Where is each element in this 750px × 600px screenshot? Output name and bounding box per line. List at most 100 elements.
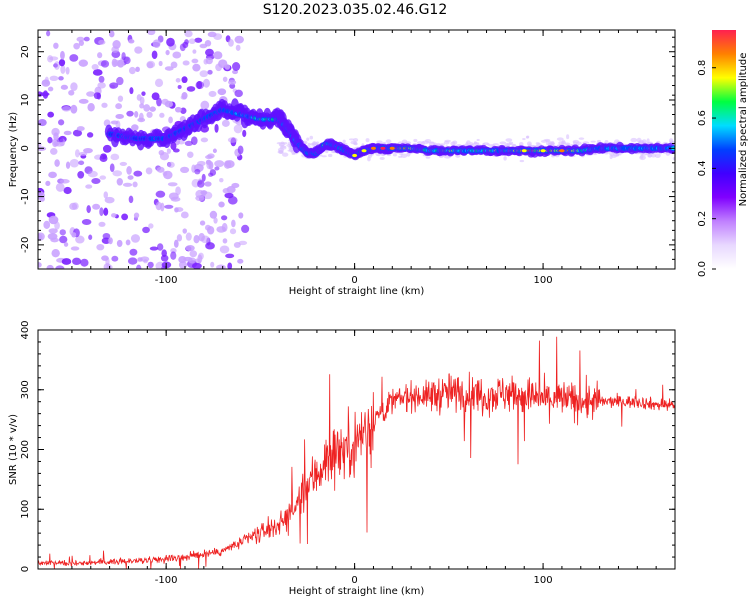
- heatmap-noise-cell: [128, 195, 134, 204]
- heatmap-halo-cell: [280, 141, 285, 144]
- heatmap-noise-cell: [222, 238, 228, 244]
- heatmap-noise-cell: [97, 52, 103, 59]
- heatmap-noise-cell: [235, 44, 241, 51]
- heatmap-halo-cell: [473, 142, 480, 145]
- spectrogram-y-tick-label: 20: [20, 45, 31, 58]
- heatmap-noise-cell: [49, 75, 59, 81]
- heatmap-noise-cell: [126, 110, 134, 117]
- heatmap-noise-cell: [87, 103, 95, 112]
- spectrogram-y-tick-label: 10: [20, 94, 31, 107]
- heatmap-noise-cell: [53, 42, 59, 49]
- heatmap-noise-cell: [116, 76, 124, 86]
- snr-y-axis-label: SNR (10 * v/v): [8, 414, 19, 485]
- heatmap-noise-cell: [181, 92, 188, 100]
- heatmap-halo-cell: [519, 159, 525, 163]
- heatmap-noise-cell: [149, 246, 159, 251]
- heatmap-noise-cell: [146, 111, 153, 118]
- heatmap-noise-cell: [174, 106, 182, 113]
- spectrogram-y-tick-label: 0: [20, 145, 31, 151]
- heatmap-noise-cell: [167, 161, 175, 168]
- heatmap-halo-cell: [309, 135, 314, 140]
- heatmap-halo-cell: [444, 139, 452, 143]
- heatmap-noise-cell: [76, 126, 85, 132]
- heatmap-peak-cell: [370, 146, 376, 150]
- heatmap-noise-cell: [207, 153, 215, 159]
- heatmap-noise-cell: [231, 219, 236, 228]
- heatmap-noise-cell: [125, 239, 131, 246]
- heatmap-noise-cell: [208, 90, 217, 98]
- heatmap-noise-cell: [46, 264, 54, 269]
- heatmap-halo-cell: [522, 138, 526, 141]
- spectrogram-x-tick-label: 0: [351, 275, 357, 286]
- heatmap-noise-cell: [38, 233, 43, 241]
- heatmap-halo-cell: [503, 156, 507, 161]
- heatmap-noise-cell: [186, 86, 196, 92]
- heatmap-halo-cell: [499, 141, 507, 145]
- heatmap-noise-cell: [162, 171, 168, 177]
- heatmap-noise-cell: [86, 91, 96, 97]
- heatmap-noise-cell: [234, 89, 243, 98]
- heatmap-noise-cell: [181, 76, 188, 84]
- heatmap-noise-cell: [70, 246, 80, 251]
- heatmap-noise-cell: [184, 39, 189, 45]
- heatmap-noise-cell: [184, 140, 193, 147]
- heatmap-halo-cell: [646, 138, 650, 144]
- spectrogram-x-axis-label: Height of straight line (km): [289, 286, 425, 297]
- heatmap-noise-cell: [161, 265, 167, 269]
- heatmap-halo-cell: [321, 155, 327, 158]
- heatmap-halo-cell: [492, 143, 499, 146]
- heatmap-noise-cell: [58, 76, 64, 81]
- heatmap-noise-cell: [47, 136, 53, 144]
- heatmap-noise-cell: [205, 242, 215, 250]
- heatmap-noise-cell: [210, 261, 215, 268]
- heatmap-noise-cell: [167, 182, 178, 187]
- heatmap-halo-cell: [392, 153, 397, 157]
- heatmap-noise-cell: [199, 70, 209, 78]
- heatmap-noise-cell: [146, 61, 154, 69]
- heatmap-noise-cell: [136, 94, 142, 101]
- heatmap-noise-cell: [238, 212, 244, 219]
- heatmap-halo-cell: [672, 156, 675, 161]
- heatmap-noise-cell: [195, 189, 205, 199]
- colorbar-tick-label: 0.0: [697, 261, 708, 277]
- heatmap-noise-cell: [45, 180, 51, 186]
- heatmap-noise-cell: [86, 132, 94, 138]
- heatmap-halo-cell: [307, 142, 311, 146]
- heatmap-noise-cell: [71, 232, 77, 238]
- heatmap-noise-cell: [104, 196, 115, 204]
- heatmap-noise-cell: [221, 215, 228, 221]
- heatmap-noise-cell: [164, 204, 174, 209]
- heatmap-halo-cell: [508, 141, 514, 146]
- heatmap-noise-cell: [103, 191, 109, 199]
- heatmap-noise-cell: [232, 62, 241, 71]
- heatmap-noise-cell: [78, 59, 88, 67]
- heatmap-noise-cell: [238, 240, 248, 246]
- heatmap-halo-cell: [277, 147, 285, 153]
- heatmap-halo-cell: [421, 140, 425, 146]
- heatmap-noise-cell: [188, 38, 196, 45]
- heatmap-noise-cell: [131, 124, 139, 131]
- snr-y-tick-label: 400: [20, 320, 31, 339]
- heatmap-noise-cell: [208, 172, 214, 177]
- heatmap-noise-cell: [102, 232, 111, 240]
- heatmap-noise-cell: [69, 158, 79, 168]
- heatmap-noise-cell: [224, 192, 234, 199]
- heatmap-halo-cell: [376, 140, 383, 144]
- heatmap-noise-cell: [192, 49, 197, 54]
- heatmap-noise-cell: [214, 160, 225, 168]
- heatmap-noise-cell: [132, 181, 138, 188]
- heatmap-noise-cell: [75, 235, 85, 244]
- heatmap-noise-cell: [47, 86, 54, 92]
- heatmap-noise-cell: [229, 228, 237, 235]
- heatmap-noise-cell: [58, 119, 65, 126]
- heatmap-noise-cell: [63, 186, 72, 195]
- heatmap-halo-cell: [327, 153, 333, 158]
- heatmap-noise-cell: [65, 161, 71, 169]
- heatmap-noise-cell: [78, 151, 88, 156]
- heatmap-noise-cell: [173, 239, 179, 248]
- spectrogram-y-axis-label: Frequency (Hz): [8, 112, 19, 188]
- heatmap-noise-cell: [49, 56, 59, 61]
- heatmap-peak-cell: [540, 149, 546, 153]
- heatmap-noise-cell: [170, 142, 177, 151]
- heatmap-noise-cell: [78, 160, 85, 166]
